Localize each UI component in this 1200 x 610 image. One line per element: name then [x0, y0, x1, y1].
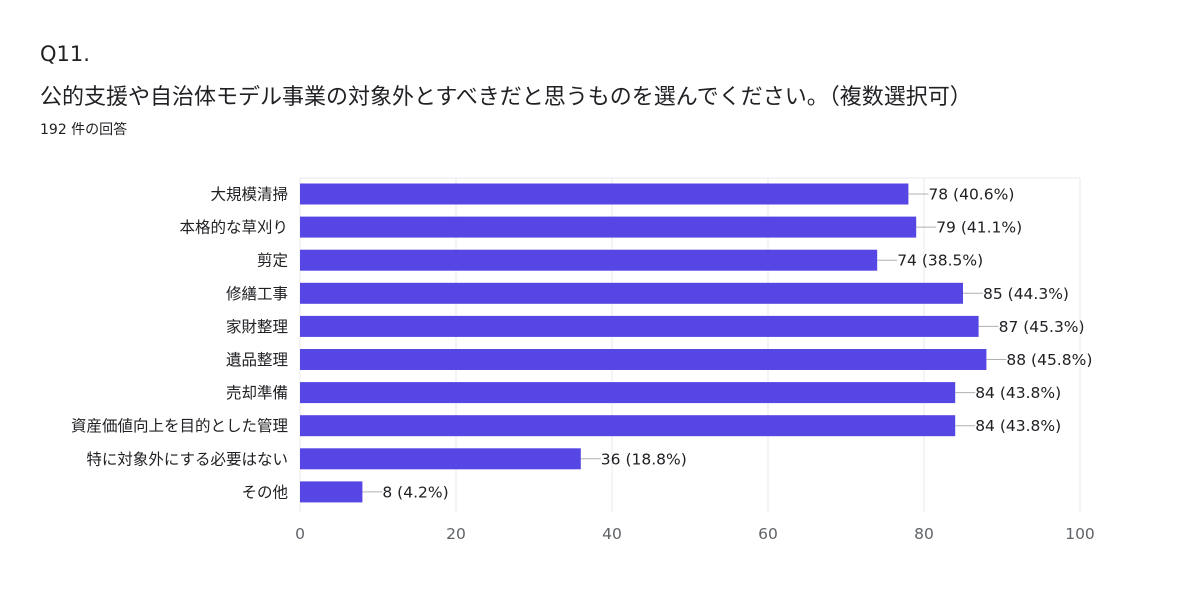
bar — [300, 415, 956, 437]
value-label: 8 (4.2%) — [382, 483, 448, 501]
category-label: その他 — [241, 483, 288, 501]
value-label: 74 (38.5%) — [897, 252, 983, 270]
value-label: 79 (41.1%) — [936, 219, 1022, 237]
category-label: 大規模清掃 — [210, 186, 288, 204]
value-label: 87 (45.3%) — [999, 318, 1085, 336]
value-labels: 78 (40.6%) 79 (41.1%) 74 (38.5%)85 (44.3%)… — [362, 186, 1092, 501]
bar — [300, 349, 987, 370]
x-tick-label: 100 — [1065, 525, 1095, 543]
category-label: 本格的な草刈り — [179, 219, 288, 237]
value-label: 85 (44.3%) — [983, 285, 1069, 303]
bar — [300, 481, 363, 503]
value-label: 84 (43.8%) — [975, 384, 1061, 402]
category-label: 修繕工事 — [226, 285, 288, 303]
response-count: 192 件の回答 — [40, 122, 128, 138]
value-label: 88 (45.8%) — [1006, 351, 1092, 369]
category-labels: 大規模清掃本格的な草刈り剪定修繕工事家財整理遺品整理売却準備資産価値向上を目的と… — [71, 186, 288, 502]
question-title: 公的支援や自治体モデル事業の対象外とすべきだと思うものを選んでください。（複数選… — [40, 85, 972, 110]
category-label: 遺品整理 — [226, 351, 288, 369]
category-label: 資産価値向上を目的とした管理 — [71, 417, 288, 435]
x-tick-label: 0 — [295, 525, 305, 543]
x-axis-ticks: 0 20 40 60 80 100 — [295, 525, 1095, 543]
value-label: 84 (43.8%) — [975, 417, 1061, 435]
category-label: 家財整理 — [226, 318, 288, 336]
bar — [300, 315, 979, 337]
bar — [300, 382, 956, 404]
value-label: 78 (40.6%) — [928, 186, 1014, 204]
question-number: Q11. — [40, 42, 90, 66]
value-label: 36 (18.8%) — [601, 450, 687, 468]
bar — [300, 448, 581, 470]
bar — [300, 282, 963, 304]
bar — [300, 249, 878, 271]
bar — [300, 183, 909, 205]
category-label: 特に対象外にする必要はない — [86, 450, 288, 468]
bar — [300, 216, 917, 238]
category-label: 剪定 — [257, 252, 288, 270]
x-tick-label: 40 — [602, 525, 622, 543]
category-label: 売却準備 — [226, 384, 288, 402]
x-tick-label: 20 — [446, 525, 466, 543]
bars — [300, 183, 987, 503]
x-tick-label: 80 — [914, 525, 934, 543]
x-tick-label: 60 — [758, 525, 778, 543]
